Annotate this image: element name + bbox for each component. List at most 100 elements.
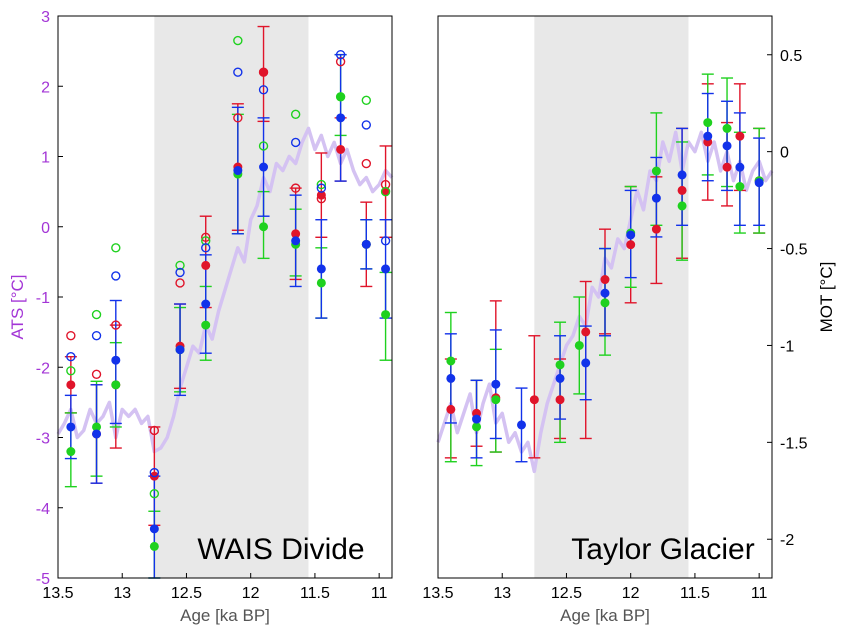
- open-data-point: [335, 49, 346, 60]
- data-point: [735, 182, 745, 192]
- taylor-glacier-data-points: [444, 73, 766, 467]
- data-point: [336, 113, 346, 123]
- data-point: [722, 162, 732, 172]
- open-data-point: [258, 141, 269, 151]
- open-data-point: [316, 193, 327, 204]
- open-data-point: [361, 158, 372, 169]
- open-data-point: [201, 232, 211, 242]
- y-tick-label: 0: [780, 145, 789, 162]
- open-data-point: [258, 85, 269, 95]
- y-axis-label-left: ATS [°C]: [8, 274, 27, 339]
- taylor-glacier-panel: 13.5 13 12.5 12 11.5 11 -2 -1.5 -1 -0.5 0 0.5 Tayl…: [422, 15, 836, 625]
- open-data-point: [149, 489, 160, 499]
- open-data-point: [91, 330, 102, 341]
- data-point: [677, 201, 687, 211]
- data-point: [651, 166, 661, 176]
- open-data-point: [380, 179, 391, 190]
- shaded-interval-right: [534, 16, 689, 578]
- y-tick-label: 1: [41, 150, 50, 167]
- open-data-point: [233, 113, 243, 123]
- y-tick-label: -2: [780, 532, 794, 549]
- open-data-point: [316, 183, 327, 193]
- y-axis-label-right: MOT [°C]: [817, 262, 836, 333]
- x-tick-label: 11.5: [300, 585, 330, 602]
- data-point: [201, 320, 211, 330]
- x-axis-ticks-left: 13.5 13 12.5 12 11.5 11: [42, 573, 388, 602]
- y-tick-label: -1.5: [780, 435, 808, 452]
- data-point: [316, 264, 326, 274]
- open-data-point: [290, 183, 301, 193]
- y-tick-label: 0: [41, 220, 50, 237]
- data-point: [735, 162, 745, 172]
- open-data-point: [201, 243, 211, 253]
- data-point: [677, 185, 687, 195]
- data-point: [735, 131, 745, 141]
- data-point: [600, 275, 610, 285]
- open-data-point: [335, 56, 346, 67]
- open-data-point: [91, 369, 102, 379]
- y-tick-label: -3: [36, 431, 50, 448]
- data-point: [149, 541, 159, 551]
- data-point: [66, 380, 76, 390]
- x-tick-label: 13: [493, 585, 511, 602]
- open-data-point: [258, 67, 269, 77]
- y-tick-label: -1: [780, 338, 794, 355]
- data-point: [201, 299, 211, 309]
- open-data-point: [316, 179, 327, 190]
- data-point: [491, 395, 501, 405]
- open-data-point: [149, 467, 160, 478]
- data-point: [651, 224, 661, 234]
- y-tick-label: -1: [36, 290, 50, 307]
- data-point: [491, 379, 501, 389]
- data-point: [581, 327, 591, 337]
- data-point: [381, 264, 391, 274]
- open-data-point: [380, 236, 391, 246]
- open-data-point: [175, 267, 185, 278]
- plot-frame-right: [437, 15, 773, 579]
- data-point: [626, 240, 636, 250]
- open-data-point: [149, 425, 160, 436]
- data-point: [472, 422, 482, 432]
- data-point: [291, 236, 301, 246]
- shaded-interval-left: [154, 16, 309, 578]
- data-point: [581, 358, 591, 368]
- open-data-point: [233, 35, 243, 46]
- open-data-point: [335, 92, 346, 102]
- open-data-point: [111, 271, 121, 281]
- open-data-point: [175, 278, 185, 288]
- data-point: [446, 356, 456, 366]
- x-tick-label: 13: [113, 585, 131, 602]
- data-point: [66, 447, 76, 457]
- open-data-point: [66, 352, 76, 362]
- data-point: [600, 298, 610, 308]
- x-tick-label: 13.5: [422, 585, 453, 602]
- data-point: [175, 345, 185, 355]
- x-tick-label: 11: [371, 585, 388, 602]
- data-point: [600, 288, 610, 298]
- data-point: [446, 373, 456, 383]
- data-point: [361, 239, 371, 249]
- data-point: [472, 414, 482, 424]
- y-tick-label: -5: [36, 571, 50, 588]
- x-axis-label-right: Age [ka BP]: [560, 606, 650, 625]
- x-tick-label: 11.5: [680, 585, 710, 602]
- x-tick-label: 12: [622, 585, 640, 602]
- open-data-point: [111, 243, 121, 253]
- data-point: [111, 380, 121, 390]
- y-tick-label: 0.5: [780, 48, 802, 65]
- data-point: [111, 355, 121, 365]
- x-axis-label-left: Age [ka BP]: [180, 606, 270, 625]
- x-axis-ticks-right: 13.5 13 12.5 12 11.5 11: [422, 573, 768, 602]
- data-point: [722, 141, 732, 151]
- open-data-point: [290, 137, 301, 148]
- y-tick-label: 3: [41, 9, 50, 26]
- x-tick-label: 12: [242, 585, 260, 602]
- data-point: [529, 395, 539, 405]
- data-point: [626, 230, 636, 240]
- data-point: [259, 222, 269, 232]
- x-tick-label: 11: [751, 585, 768, 602]
- open-data-point: [175, 260, 185, 271]
- data-point: [149, 524, 159, 534]
